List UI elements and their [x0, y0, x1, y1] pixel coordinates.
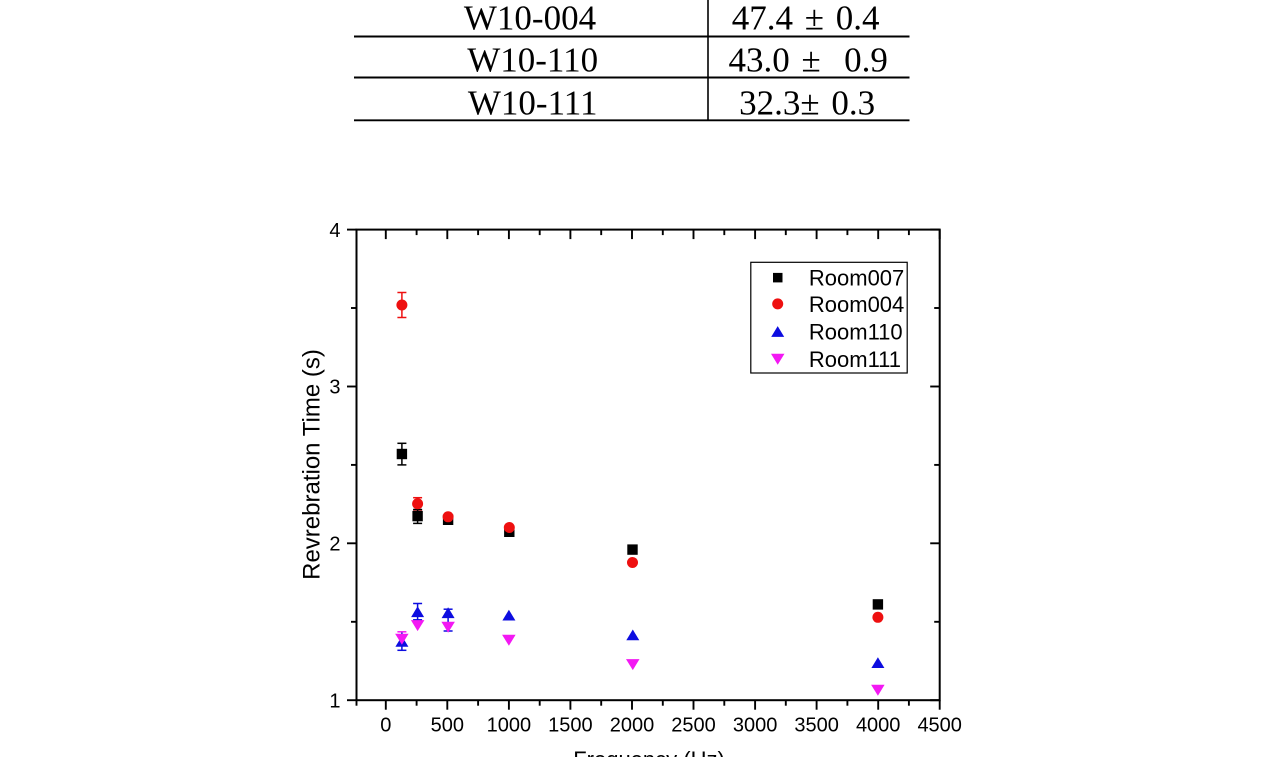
- svg-text:43.0 ± 0.9: 43.0 ± 0.9: [728, 41, 887, 80]
- svg-text:500: 500: [431, 715, 464, 737]
- svg-text:2: 2: [329, 534, 340, 556]
- svg-text:Frequency (Hz): Frequency (Hz): [573, 747, 725, 757]
- svg-text:0: 0: [380, 715, 391, 737]
- svg-text:1500: 1500: [548, 715, 593, 737]
- svg-text:4500: 4500: [917, 715, 962, 737]
- svg-text:Room111: Room111: [809, 347, 901, 372]
- svg-text:4: 4: [329, 220, 340, 242]
- svg-text:3: 3: [329, 377, 340, 399]
- svg-text:1: 1: [329, 690, 340, 712]
- svg-text:2500: 2500: [671, 715, 716, 737]
- svg-text:4000: 4000: [856, 715, 901, 737]
- svg-text:Room004: Room004: [809, 292, 904, 317]
- svg-text:W10-004: W10-004: [464, 0, 596, 38]
- svg-text:Revrebration Time (s): Revrebration Time (s): [299, 349, 326, 580]
- svg-text:Room007: Room007: [809, 266, 904, 291]
- svg-text:2000: 2000: [610, 715, 655, 737]
- svg-text:W10-110: W10-110: [467, 41, 598, 80]
- svg-text:3000: 3000: [733, 715, 778, 737]
- svg-text:47.4 ± 0.4: 47.4 ± 0.4: [732, 0, 880, 38]
- svg-text:3500: 3500: [794, 715, 839, 737]
- svg-text:32.3± 0.3: 32.3± 0.3: [739, 83, 875, 122]
- svg-text:Room110: Room110: [809, 319, 903, 344]
- svg-text:W10-111: W10-111: [468, 83, 598, 122]
- svg-text:1000: 1000: [487, 715, 532, 737]
